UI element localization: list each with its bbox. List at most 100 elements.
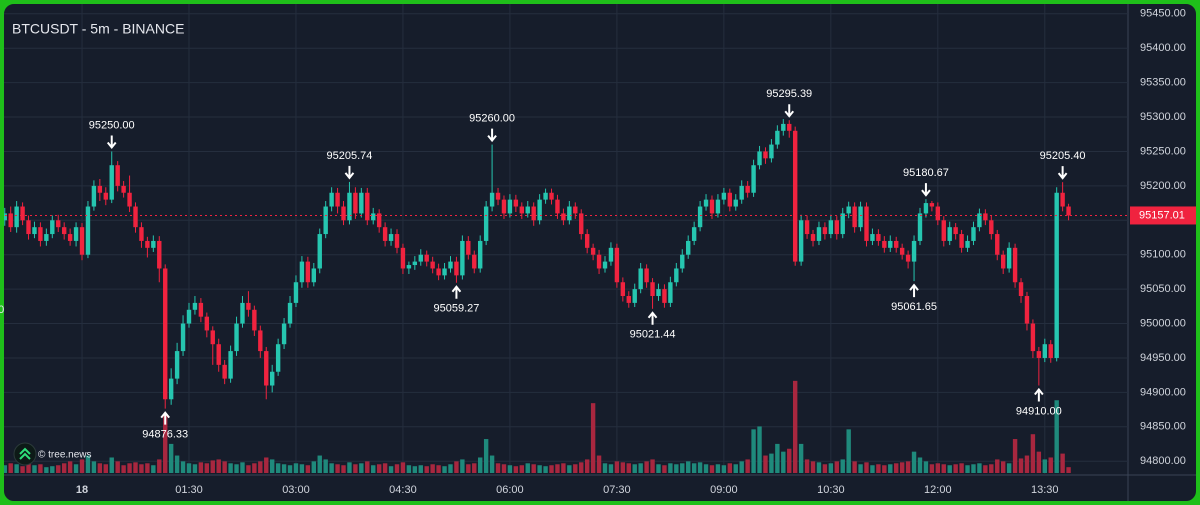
volume-bar <box>436 465 441 473</box>
candle-body <box>905 254 911 262</box>
volume-bar <box>157 459 162 473</box>
candle-body <box>941 220 946 241</box>
candle-body <box>198 302 204 317</box>
volume-bar <box>210 460 215 473</box>
candle-body <box>50 220 55 235</box>
y-tick-label: 95000.00 <box>1140 317 1186 329</box>
annotation-label: 95061.65 <box>891 301 937 313</box>
candle-body <box>697 206 703 228</box>
volume-bar <box>472 463 477 473</box>
candle-body <box>757 151 762 166</box>
volume-bar <box>1060 453 1065 473</box>
volume-bar <box>495 463 501 473</box>
candle-body <box>210 330 215 345</box>
volume-bar <box>269 459 275 473</box>
volume-bar <box>929 464 935 473</box>
volume-bar <box>721 465 727 473</box>
candle-body <box>341 206 346 221</box>
candle-body <box>56 220 61 228</box>
candle-body <box>186 309 192 324</box>
candle-body <box>781 123 786 131</box>
volume-bar <box>174 455 180 473</box>
volume-bar <box>1012 439 1018 473</box>
candle-body <box>561 213 566 221</box>
watermark-logo <box>13 442 37 466</box>
candle-body <box>26 220 31 235</box>
candle-body <box>668 282 673 303</box>
candle-body <box>264 351 269 386</box>
candle-body <box>573 206 578 214</box>
x-tick-label: 03:00 <box>282 484 310 496</box>
volume-bar <box>145 463 150 473</box>
volume-bar <box>584 459 590 473</box>
candle-body <box>513 199 519 207</box>
volume-bar <box>418 465 423 473</box>
volume-bar <box>531 464 536 473</box>
candle-body <box>977 213 982 228</box>
y-tick-label: 95450.00 <box>1140 8 1186 20</box>
candle-body <box>537 199 542 221</box>
volume-bar <box>388 466 394 473</box>
volume-bar <box>26 462 31 473</box>
volume-bar <box>507 465 513 473</box>
volume-bar <box>971 464 976 473</box>
x-tick-label: 09:00 <box>710 484 738 496</box>
candle-body <box>436 268 441 276</box>
candle-body <box>394 234 400 248</box>
volume-bar <box>91 461 97 473</box>
candle-body <box>97 185 103 193</box>
candle-body <box>501 199 507 214</box>
candle-body <box>246 302 251 310</box>
volume-bar <box>73 464 79 473</box>
volume-bar <box>715 464 721 473</box>
candle-body <box>721 192 727 200</box>
annotation-label: 95250.00 <box>89 119 135 131</box>
volume-bar <box>739 461 744 473</box>
y-tick-label: 95200.00 <box>1140 180 1186 192</box>
grid <box>4 4 1128 475</box>
volume-bar <box>353 464 358 473</box>
x-tick-label: 10:30 <box>817 484 845 496</box>
volume-bar <box>519 465 525 473</box>
volume-bar <box>567 465 572 473</box>
volume-bar <box>555 464 560 473</box>
volume-bar <box>299 464 305 473</box>
candle-body <box>329 192 334 207</box>
candle-body <box>650 282 655 297</box>
x-tick-label: 13:30 <box>1031 484 1059 496</box>
candle-body <box>810 234 816 241</box>
volume-bar <box>947 465 952 473</box>
volume-bar <box>917 457 923 473</box>
volume-bar <box>424 466 429 473</box>
annotation-arrow <box>344 165 355 180</box>
candle-body <box>947 227 952 241</box>
annotation-arrow <box>487 128 497 143</box>
volume-bar <box>133 462 138 473</box>
candle-body <box>680 254 685 269</box>
candle-body <box>281 323 287 345</box>
volume-bar <box>941 464 946 473</box>
candle-body <box>127 192 132 207</box>
volume-bar <box>668 463 673 473</box>
volume-bar <box>905 461 911 473</box>
candle-body <box>32 227 37 235</box>
volume-bar <box>192 464 198 473</box>
volume-bar <box>382 463 388 473</box>
volume-bar <box>638 463 643 473</box>
volume-bar <box>317 455 322 473</box>
x-tick-label: 06:00 <box>496 484 524 496</box>
candle-body <box>8 213 13 228</box>
candle-body <box>234 323 239 352</box>
volume-bar <box>240 462 245 473</box>
candle-body <box>1060 192 1065 207</box>
volume-bar <box>769 453 774 473</box>
volume-bar <box>222 461 227 473</box>
volume-bar <box>258 461 263 473</box>
candle-body <box>775 130 780 145</box>
volume-bar <box>899 462 905 473</box>
candle-body <box>44 234 49 241</box>
candle-body <box>555 199 560 214</box>
y-tick-label: 95300.00 <box>1140 111 1186 123</box>
volume-bar <box>252 463 257 473</box>
volume-bar <box>478 457 483 473</box>
